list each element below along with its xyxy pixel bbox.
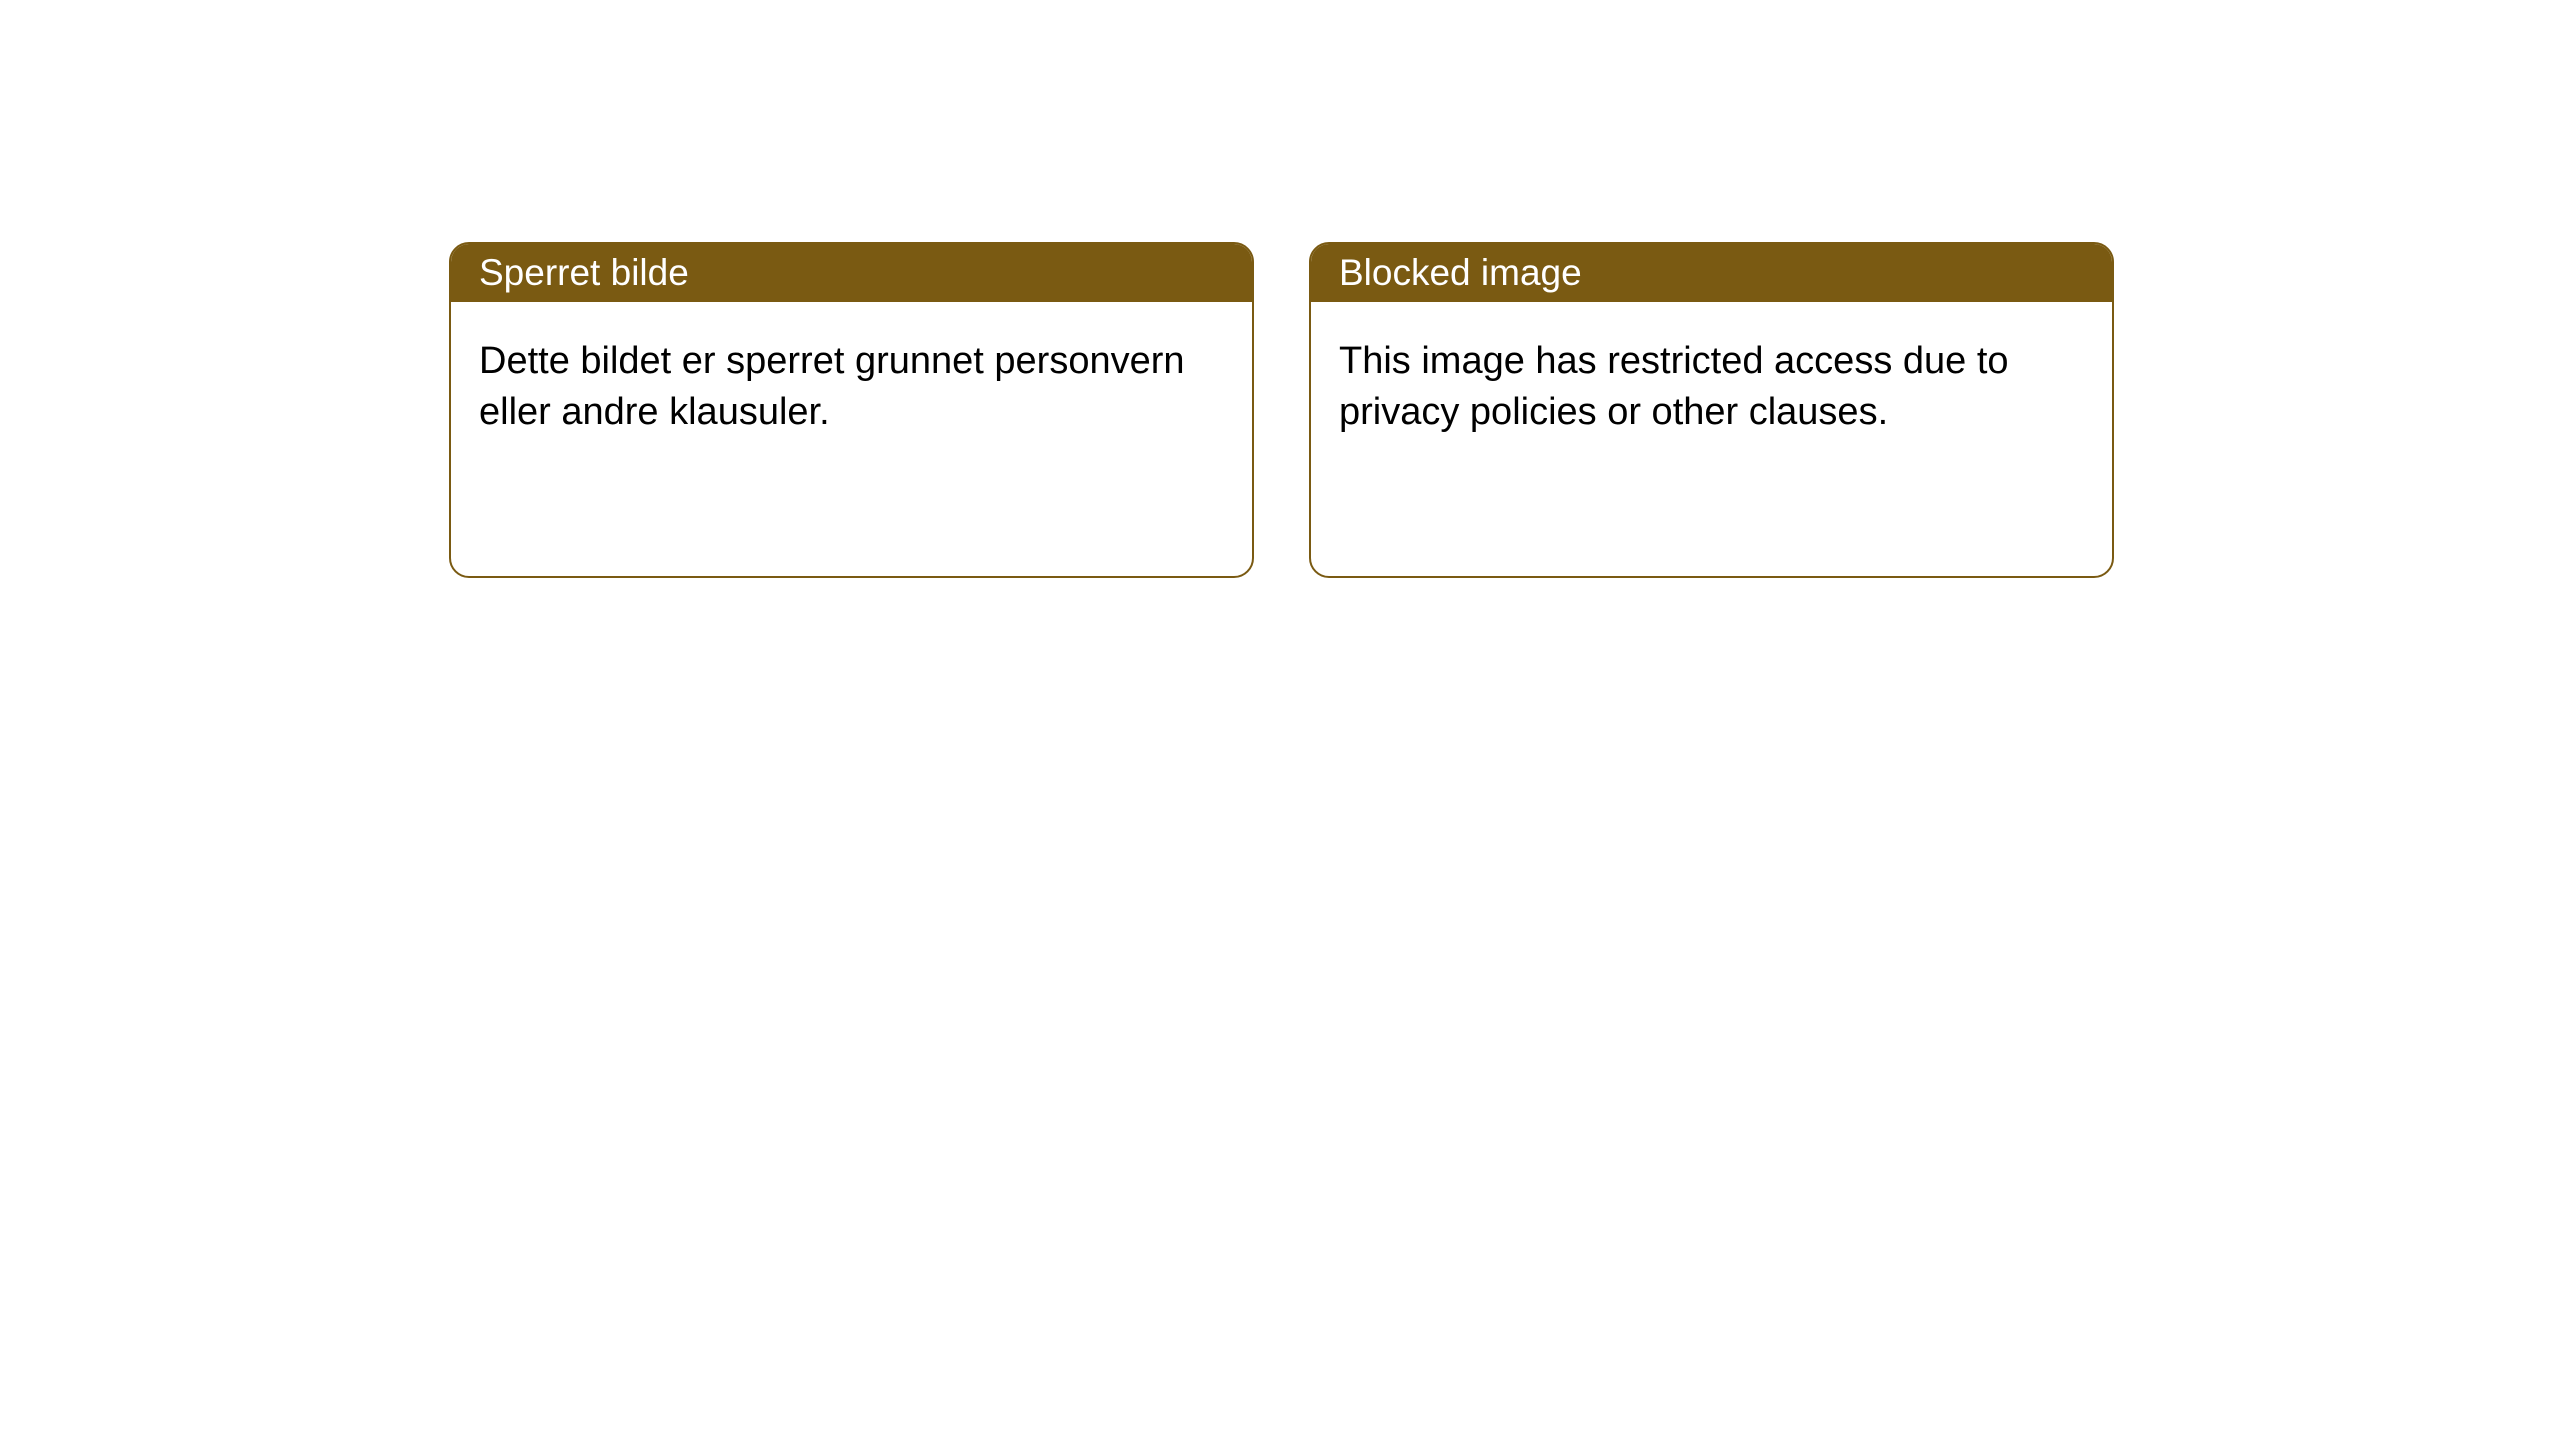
card-body: Dette bildet er sperret grunnet personve…: [451, 302, 1252, 473]
card-body-text: This image has restricted access due to …: [1339, 340, 2009, 433]
blocked-image-card-norwegian: Sperret bilde Dette bildet er sperret gr…: [449, 242, 1254, 578]
card-body: This image has restricted access due to …: [1311, 302, 2112, 473]
cards-container: Sperret bilde Dette bildet er sperret gr…: [0, 0, 2560, 578]
card-title: Blocked image: [1339, 252, 1582, 293]
card-body-text: Dette bildet er sperret grunnet personve…: [479, 340, 1185, 433]
card-header: Sperret bilde: [451, 244, 1252, 302]
card-title: Sperret bilde: [479, 252, 689, 293]
blocked-image-card-english: Blocked image This image has restricted …: [1309, 242, 2114, 578]
card-header: Blocked image: [1311, 244, 2112, 302]
